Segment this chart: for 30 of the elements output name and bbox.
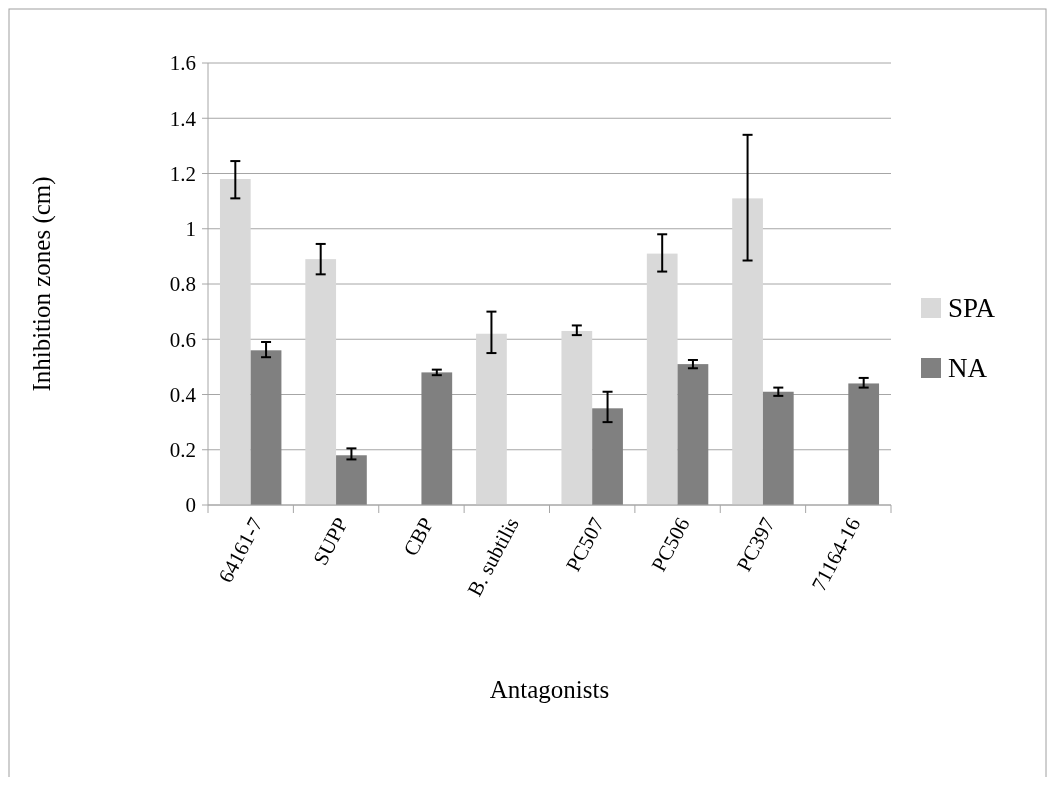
y-tick-label: 1.4 [169,106,197,131]
bar [646,253,678,505]
legend-label: SPA [948,293,996,324]
x-tick-label: SUPP [308,513,353,570]
x-tick-label: B. subtilis [462,513,524,601]
y-tick-label: 1 [185,217,196,242]
bar [305,259,337,505]
bar [732,198,763,505]
bar [762,391,794,505]
y-tick-label: 0.2 [169,438,196,463]
x-axis-title: Antagonists [489,676,610,703]
bar [476,333,507,505]
y-tick-label: 0 [185,493,196,518]
x-tick-label: CBP [398,513,439,560]
bar [250,350,282,505]
bar [677,364,709,505]
y-axis-title: Inhibition zones (cm) [28,176,56,392]
y-tick-label: 0.6 [169,327,196,352]
y-tick-label: 0.4 [169,382,197,407]
bar [336,455,367,505]
bar [592,408,623,505]
bar [561,330,593,505]
bar [848,383,880,505]
y-tick-label: 0.8 [169,272,196,297]
bar [219,179,251,505]
legend-label: NA [948,353,988,384]
x-tick-label: PC397 [731,513,780,576]
bar [421,372,453,505]
y-tick-label: 1.2 [169,161,196,186]
y-tick-label: 1.6 [169,51,196,76]
